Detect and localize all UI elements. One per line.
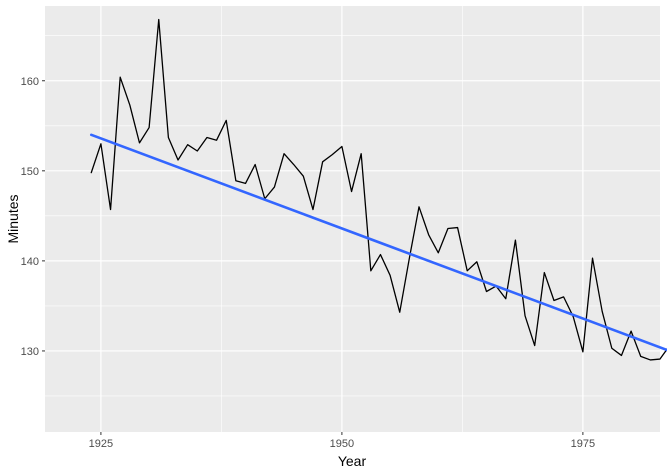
trend-line xyxy=(89,133,667,352)
y-tick-label: 160 xyxy=(21,76,39,88)
series-line xyxy=(90,18,667,361)
y-tick-label: 150 xyxy=(21,166,39,178)
x-axis: 1925195019752000 xyxy=(89,432,595,450)
y-axis-title: Minutes xyxy=(5,194,21,243)
major-gridlines xyxy=(45,6,660,432)
x-tick-label: 1975 xyxy=(571,438,595,450)
y-tick-label: 130 xyxy=(21,346,39,358)
y-axis: 130 140 150 160 xyxy=(21,76,45,358)
x-tick-label: 1950 xyxy=(330,438,354,450)
x-tick-label: 1925 xyxy=(89,438,113,450)
minor-gridlines xyxy=(45,6,660,432)
x-axis-title: Year xyxy=(338,453,367,469)
series-layer xyxy=(89,18,667,361)
plot-panel xyxy=(45,6,660,432)
y-tick-label: 140 xyxy=(21,256,39,268)
